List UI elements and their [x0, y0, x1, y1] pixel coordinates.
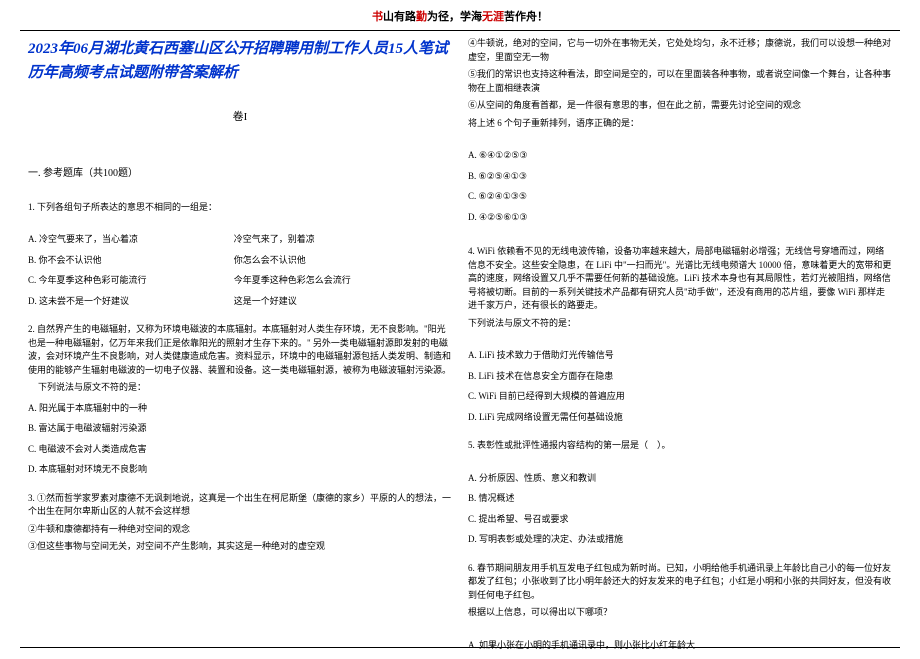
content-columns: 2023年06月湖北黄石西塞山区公开招聘聘用制工作人员15人笔试历年高频考点试题…	[0, 37, 920, 659]
q3-d: D. ④②⑤⑥①③	[468, 211, 892, 225]
q1-a: A. 冷空气要来了，当心着凉 冷空气来了，别着凉	[28, 233, 452, 247]
hdr-seg2: 山有路	[383, 11, 416, 23]
q5-stem: 5. 表彰性或批评性通报内容结构的第一层是（ ）。	[468, 439, 892, 453]
q5-c: C. 提出希望、号召或要求	[468, 513, 892, 527]
q1-c2: 今年夏季这种色彩怎么会流行	[234, 274, 438, 288]
q6-stem: 6. 春节期间朋友用手机互发电子红包成为新时尚。已知，小明给他手机通讯录上年龄比…	[468, 562, 892, 603]
q2-d: D. 本底辐射对环境无不良影响	[28, 463, 452, 477]
q1-d: D. 这未尝不是一个好建议 这是一个好建议	[28, 295, 452, 309]
q6-a: A. 如果小张在小明的手机通讯录中，则小张比小红年龄大	[468, 639, 892, 653]
juan-label: 卷I	[28, 109, 452, 126]
q1-b1: B. 你不会不认识他	[28, 254, 232, 268]
hdr-seg3: 勤	[416, 11, 427, 23]
q4-stem: 4. WiFi 依赖看不见的无线电波传输，设备功率越来越大，局部电磁辐射必增强；…	[468, 245, 892, 313]
hdr-seg5: 无涯	[482, 11, 504, 23]
header-divider	[20, 30, 900, 31]
q4-d: D. LiFi 完成网络设置无需任何基础设施	[468, 411, 892, 425]
q4-prompt: 下列说法与原文不符的是：	[468, 317, 892, 331]
q4-a: A. LiFi 技术致力于借助灯光传输信号	[468, 349, 892, 363]
footer-divider	[20, 647, 900, 648]
q3-b: B. ⑥②⑤④①③	[468, 170, 892, 184]
q6-ask: 根据以上信息，可以得出以下哪项？	[468, 606, 892, 620]
q2-b: B. 雷达属于电磁波辐射污染源	[28, 422, 452, 436]
q1-stem: 1. 下列各组句子所表达的意思不相同的一组是：	[28, 201, 452, 215]
hdr-seg4: 为径，学海	[427, 11, 482, 23]
q1-b: B. 你不会不认识他 你怎么会不认识他	[28, 254, 452, 268]
right-column: ④牛顿说，绝对的空间，它与一切外在事物无关，它处处均匀，永不迁移；康德说，我们可…	[460, 37, 900, 659]
q3-l4: ④牛顿说，绝对的空间，它与一切外在事物无关，它处处均匀，永不迁移；康德说，我们可…	[468, 37, 892, 64]
section-heading: 一. 参考题库（共100题）	[28, 166, 452, 181]
q3-c: C. ⑥②④①③⑤	[468, 190, 892, 204]
q2-a: A. 阳光属于本底辐射中的一种	[28, 402, 452, 416]
q1-c1: C. 今年夏季这种色彩可能流行	[28, 274, 232, 288]
exam-title: 2023年06月湖北黄石西塞山区公开招聘聘用制工作人员15人笔试历年高频考点试题…	[28, 37, 452, 85]
q3-stem: 3. ①然而哲学家罗素对康德不无讽刺地说，这真是一个出生在柯尼斯堡（康德的家乡）…	[28, 492, 452, 519]
q1-b2: 你怎么会不认识他	[234, 254, 438, 268]
q3-l3: ③但这些事物与空间无关，对空间不产生影响，其实这是一种绝对的虚空观	[28, 540, 452, 554]
q1-a2: 冷空气来了，别着凉	[234, 233, 438, 247]
q3-l2: ②牛顿和康德都持有一种绝对空间的观念	[28, 523, 452, 537]
left-column: 2023年06月湖北黄石西塞山区公开招聘聘用制工作人员15人笔试历年高频考点试题…	[20, 37, 460, 659]
q3-a: A. ⑥④①②⑤③	[468, 149, 892, 163]
q2-prompt: 下列说法与原文不符的是：	[38, 381, 452, 395]
q3-ask: 将上述 6 个句子重新排列，语序正确的是：	[468, 117, 892, 131]
page-header: 书山有路勤为径，学海无涯苦作舟！	[0, 0, 920, 28]
q2-c: C. 电磁波不会对人类造成危害	[28, 443, 452, 457]
q5-a: A. 分析原因、性质、意义和教训	[468, 472, 892, 486]
q3-l5: ⑤我们的常识也支持这种看法，即空间是空的，可以在里面装各种事物，或者说空间像一个…	[468, 68, 892, 95]
q1-a1: A. 冷空气要来了，当心着凉	[28, 233, 232, 247]
q1-d2: 这是一个好建议	[234, 295, 438, 309]
q3-l6: ⑥从空间的角度看首都，是一件很有意思的事，但在此之前，需要先讨论空间的观念	[468, 99, 892, 113]
hdr-seg6: 苦作舟！	[504, 11, 548, 23]
q5-b: B. 情况概述	[468, 492, 892, 506]
q4-b: B. LiFi 技术在信息安全方面存在隐患	[468, 370, 892, 384]
q1-c: C. 今年夏季这种色彩可能流行 今年夏季这种色彩怎么会流行	[28, 274, 452, 288]
hdr-seg1: 书	[372, 11, 383, 23]
q2-stem: 2. 自然界产生的电磁辐射，又称为环境电磁波的本底辐射。本底辐射对人类生存环境，…	[28, 323, 452, 377]
q1-d1: D. 这未尝不是一个好建议	[28, 295, 232, 309]
q5-d: D. 写明表彰或处理的决定、办法或措施	[468, 533, 892, 547]
q4-c: C. WiFi 目前已经得到大规模的普遍应用	[468, 390, 892, 404]
